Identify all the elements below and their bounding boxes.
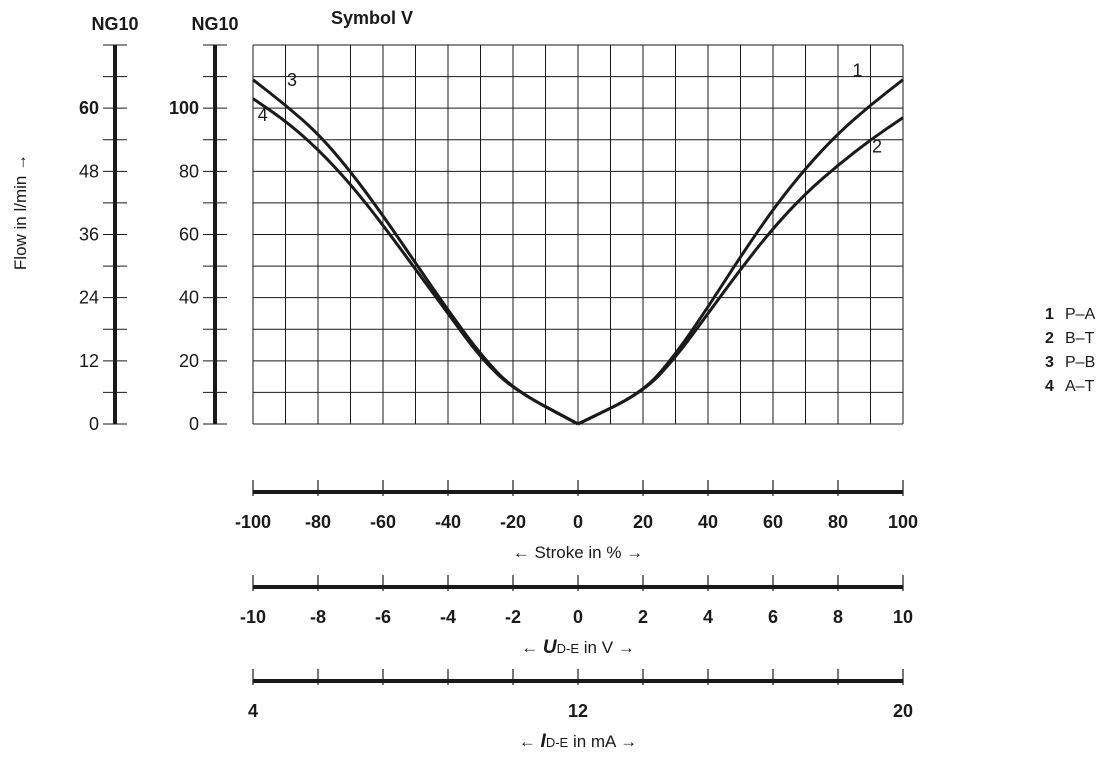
x-tick-label: -8 (310, 607, 326, 627)
y-tick-label: 60 (179, 225, 199, 245)
x-tick-label: 6 (768, 607, 778, 627)
legend-item: 1 P–A (1045, 303, 1095, 327)
plot-grid (253, 45, 903, 424)
x-axis-title: ← UD-E in V → (521, 637, 635, 658)
x-tick-label: 0 (573, 512, 583, 532)
x-tick-label: 20 (893, 701, 913, 721)
x-axis-title-suffix: in V → (579, 638, 635, 657)
x-tick-label: -4 (440, 607, 456, 627)
legend-number: 4 (1045, 375, 1065, 399)
y-tick-label: 80 (179, 161, 199, 181)
x-tick-label: -10 (240, 607, 266, 627)
x-axis-title-prefix: ← Stroke in % → (513, 543, 643, 562)
y-axis-title: Flow in l/min → (11, 154, 30, 270)
y-tick-label: 12 (79, 351, 99, 371)
y-tick-label: 100 (169, 98, 199, 118)
legend-label: P–A (1065, 306, 1095, 323)
x-tick-label: -2 (505, 607, 521, 627)
x-axis-title: ← ID-E in mA → (519, 731, 637, 752)
legend-item: 2 B–T (1045, 327, 1095, 351)
chart-title: Symbol V (331, 8, 413, 28)
x-tick-label: -20 (500, 512, 526, 532)
x-tick-label: 100 (888, 512, 918, 532)
x-axis-title-suffix: in mA → (568, 732, 637, 751)
legend-item: 4 A–T (1045, 375, 1095, 399)
series-label-3: 3 (287, 70, 297, 90)
x-tick-label: 8 (833, 607, 843, 627)
x-axis-title-prefix: ← (521, 638, 543, 657)
x-tick-label: 12 (568, 701, 588, 721)
x-tick-label: 4 (703, 607, 713, 627)
x-tick-label: -80 (305, 512, 331, 532)
legend-item: 3 P–B (1045, 351, 1095, 375)
x-axis-title-subscript: D-E (557, 641, 580, 656)
series-label-1: 1 (852, 61, 862, 81)
legend-label: A–T (1065, 378, 1094, 395)
y-axes: NG10 0 12 24 36 48 60 NG10 0 20 40 60 80 100 (79, 14, 239, 434)
legend-number: 1 (1045, 303, 1065, 327)
legend: 1 P–A 2 B–T 3 P–B 4 A–T (1045, 303, 1095, 399)
legend-label: B–T (1065, 330, 1094, 347)
y-scale-heading: NG10 (191, 14, 238, 34)
x-tick-label: -60 (370, 512, 396, 532)
x-axis-title-subscript: D-E (546, 735, 569, 750)
x-tick-label: 20 (633, 512, 653, 532)
y-tick-label: 60 (79, 98, 99, 118)
x-axis-title-prefix: ← (519, 732, 541, 751)
y-tick-label: 0 (189, 414, 199, 434)
x-tick-label: 2 (638, 607, 648, 627)
series-label-4: 4 (258, 105, 268, 125)
legend-number: 3 (1045, 351, 1065, 375)
x-tick-label: 80 (828, 512, 848, 532)
y-tick-label: 0 (89, 414, 99, 434)
x-tick-label: 10 (893, 607, 913, 627)
y-tick-label: 48 (79, 161, 99, 181)
x-tick-label: 40 (698, 512, 718, 532)
x-axes: -100 -80 -60 -40 -20 0 20 40 60 80 100← Stroke in … (235, 480, 918, 752)
x-axis-title: ← Stroke in % → (513, 543, 643, 562)
series-label-2: 2 (872, 136, 882, 156)
legend-label: P–B (1065, 354, 1095, 371)
y-tick-label: 24 (79, 288, 99, 308)
x-tick-label: 4 (248, 701, 258, 721)
x-tick-label: 0 (573, 607, 583, 627)
x-tick-label: -40 (435, 512, 461, 532)
y-scale-heading: NG10 (91, 14, 138, 34)
x-tick-label: -100 (235, 512, 271, 532)
x-tick-label: -6 (375, 607, 391, 627)
y-tick-label: 36 (79, 225, 99, 245)
x-tick-label: 60 (763, 512, 783, 532)
y-tick-label: 40 (179, 288, 199, 308)
legend-number: 2 (1045, 327, 1065, 351)
y-tick-label: 20 (179, 351, 199, 371)
